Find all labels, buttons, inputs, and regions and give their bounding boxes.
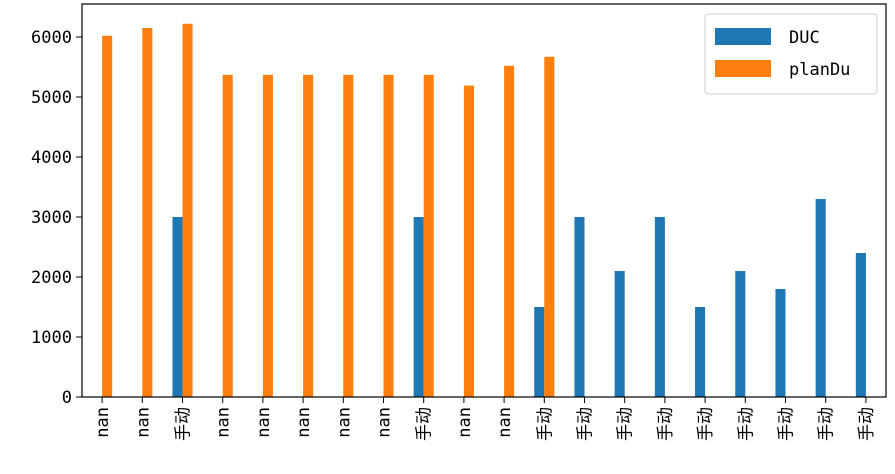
x-tick-label: nan (93, 407, 113, 438)
bar-planDu-8 (423, 74, 434, 398)
bar-planDu-5 (303, 74, 314, 398)
x-tick-label: 手动 (817, 407, 837, 441)
legend-label-planDu: planDu (789, 60, 850, 80)
x-tick-label: nan (455, 407, 475, 438)
y-tick-label: 6000 (31, 28, 72, 48)
bar-DUC-12 (574, 217, 585, 397)
x-tick-label: 手动 (656, 407, 676, 441)
x-tick-label: 手动 (857, 407, 877, 441)
x-tick-label: nan (214, 407, 234, 438)
bar-DUC-15 (695, 307, 706, 397)
x-tick-label: 手动 (696, 407, 716, 441)
bar-DUC-17 (775, 289, 786, 397)
bar-DUC-11 (534, 307, 545, 397)
plot-frame (81, 3, 887, 398)
bar-planDu-2 (182, 23, 193, 398)
bar-DUC-2 (172, 217, 183, 397)
x-tick-label: nan (334, 407, 354, 438)
legend-label-DUC: DUC (789, 28, 820, 48)
bar-DUC-14 (654, 217, 665, 397)
x-tick-label: 手动 (415, 407, 435, 441)
bar-planDu-7 (383, 74, 394, 398)
x-tick-label: nan (375, 407, 395, 438)
bar-DUC-18 (815, 199, 826, 397)
x-tick-label: 手动 (777, 407, 797, 441)
bar-DUC-16 (735, 271, 746, 397)
bar-planDu-9 (463, 85, 474, 397)
x-tick-label: nan (133, 407, 153, 438)
bar-planDu-10 (504, 65, 515, 398)
bar-planDu-11 (544, 56, 555, 398)
x-tick-label: nan (294, 407, 314, 438)
x-tick-label: 手动 (174, 407, 194, 441)
x-tick-label: 手动 (736, 407, 756, 441)
x-axis: nan nan 手动 nan nan nan nan nan 手动 nan nan 手动 手动 手动 手动手… (93, 397, 877, 441)
y-tick-label: 1000 (31, 328, 72, 348)
x-tick-label: nan (254, 407, 274, 438)
x-tick-label: 手动 (535, 407, 555, 441)
legend: DUC planDu (704, 13, 878, 95)
y-axis: 0 1000 2000 3000 4000 5000 6000 (31, 28, 82, 408)
plot-bars (102, 23, 866, 398)
bar-planDu-4 (262, 74, 273, 398)
bar-DUC-19 (855, 253, 866, 397)
x-tick-label: 手动 (616, 407, 636, 441)
legend-box (704, 13, 878, 95)
legend-swatch-planDu (715, 60, 771, 77)
x-tick-label: 手动 (576, 407, 596, 441)
bar-planDu-1 (142, 28, 153, 397)
y-tick-label: 4000 (31, 148, 72, 168)
legend-swatch-DUC (715, 28, 771, 45)
bar-planDu-6 (343, 74, 354, 398)
bar-planDu-3 (222, 74, 233, 398)
y-tick-label: 3000 (31, 208, 72, 228)
bar-planDu-0 (102, 35, 113, 398)
y-tick-label: 5000 (31, 88, 72, 108)
bar-DUC-13 (614, 271, 625, 397)
x-tick-label: nan (495, 407, 515, 438)
y-tick-label: 0 (62, 388, 72, 408)
y-tick-label: 2000 (31, 268, 72, 288)
bar-DUC-8 (413, 217, 424, 397)
